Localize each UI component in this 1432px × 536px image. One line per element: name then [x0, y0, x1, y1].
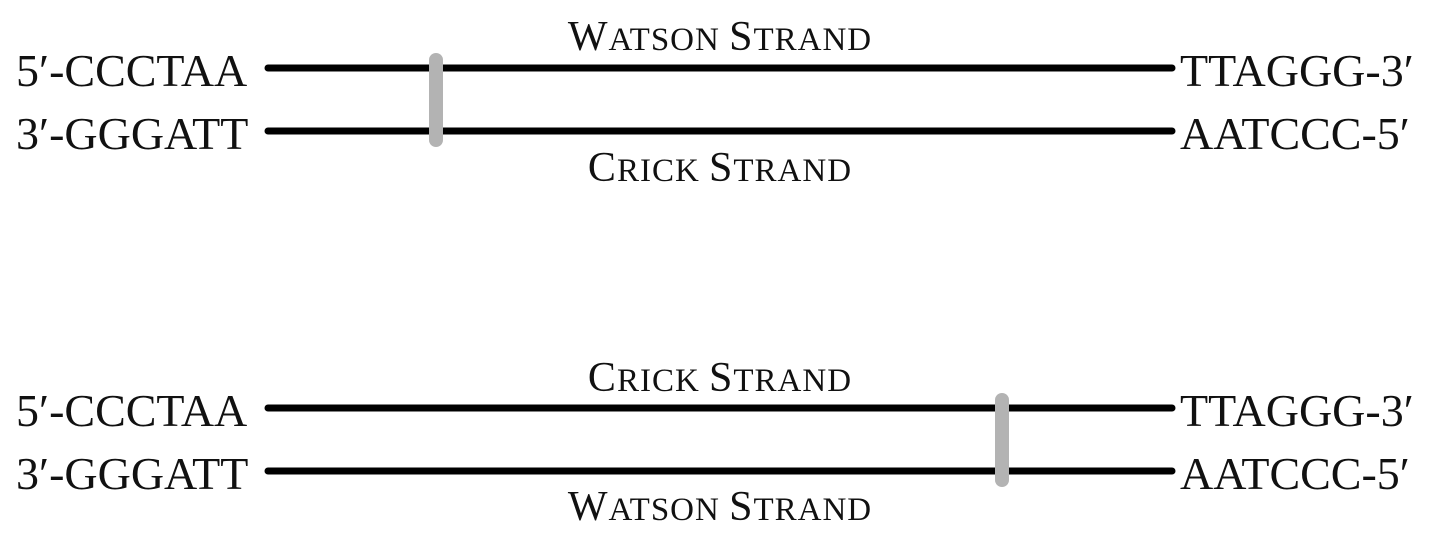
panel-1-label-below: CRICK STRAND: [588, 145, 852, 191]
panel-2: CRICK STRAND 5′-CCCTAA 3′-GGGATT TTAGGG-…: [16, 355, 1414, 530]
panel-1-bottom-right-sequence: AATCCC-5′: [1180, 108, 1410, 159]
panel-1-bottom-left-sequence: 3′-GGGATT: [16, 108, 248, 159]
panel-1-label-above: WATSON STRAND: [568, 14, 872, 60]
panel-1-top-left-sequence: 5′-CCCTAA: [16, 45, 247, 96]
panel-1: WATSON STRAND 5′-CCCTAA 3′-GGGATT TTAGGG…: [16, 14, 1414, 191]
panel-2-top-left-sequence: 5′-CCCTAA: [16, 385, 247, 436]
panel-2-label-above: CRICK STRAND: [588, 355, 852, 401]
panel-2-bottom-left-sequence: 3′-GGGATT: [16, 448, 248, 499]
panel-2-bottom-right-sequence: AATCCC-5′: [1180, 448, 1410, 499]
panel-2-label-below: WATSON STRAND: [568, 484, 872, 530]
panel-2-top-right-sequence: TTAGGG-3′: [1180, 385, 1414, 436]
panel-1-top-right-sequence: TTAGGG-3′: [1180, 45, 1414, 96]
